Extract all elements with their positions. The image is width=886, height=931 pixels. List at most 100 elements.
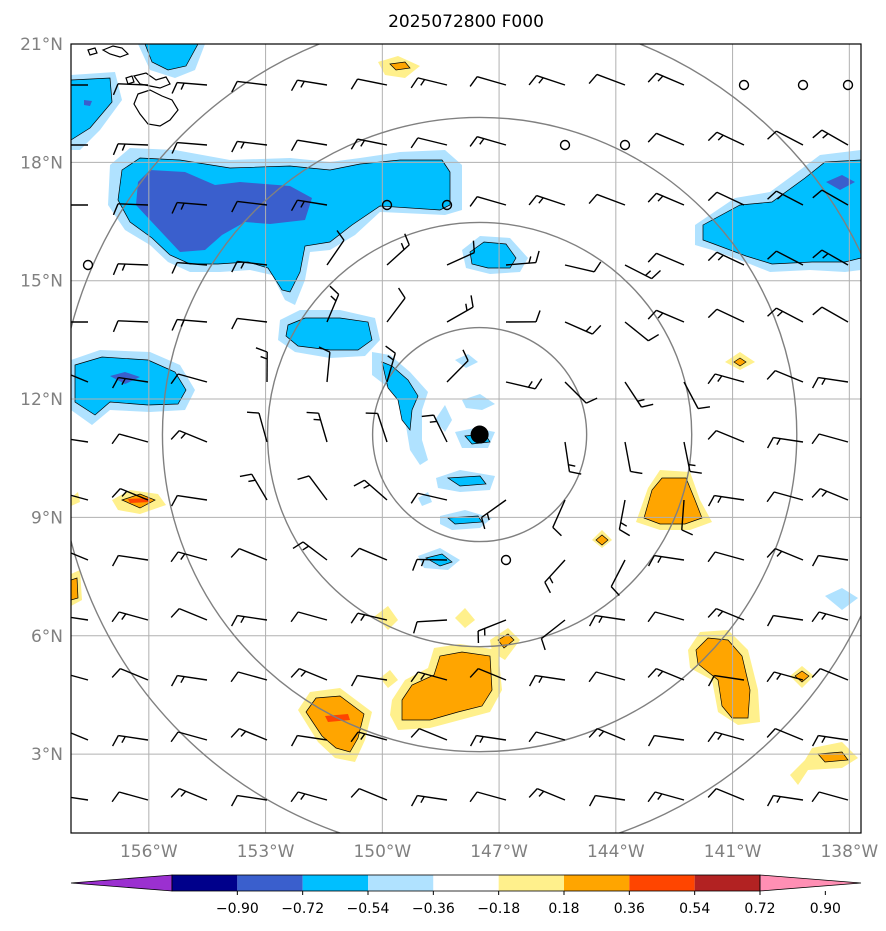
- anomaly-region-48: [455, 608, 475, 628]
- wind-barb-115: [292, 541, 328, 561]
- wind-barb-180: [811, 791, 849, 803]
- wind-barb-29: [112, 203, 149, 216]
- lon-label-4: 144°W: [587, 842, 645, 862]
- anomaly-region-40: [71, 577, 79, 601]
- anomaly-region-21: [462, 394, 495, 410]
- wind-barb-140: [111, 667, 149, 681]
- wind-barb-92: [624, 441, 643, 475]
- wind-barb-171: [290, 791, 328, 803]
- range-ring-1: [266, 221, 693, 648]
- colorbar-label-0: −0.90: [216, 901, 259, 917]
- wind-barb-148: [588, 671, 626, 683]
- wind-barb-67: [707, 308, 745, 323]
- wind-barb-84: [71, 438, 89, 443]
- wind-barb-166: [811, 734, 849, 747]
- colorbar-extend-low: [70, 874, 173, 892]
- colorbar-extend-high: [759, 874, 862, 892]
- wind-barb-38: [647, 192, 685, 206]
- wind-barb-119: [544, 559, 566, 594]
- wind-barb-19: [350, 138, 388, 150]
- wind-barb-80: [683, 381, 711, 410]
- wind-barb-81: [707, 373, 745, 385]
- wind-barb-97: [71, 494, 89, 501]
- wind-barb-69: [812, 306, 849, 323]
- wind-barb-25: [707, 131, 745, 146]
- latitude-tick-labels: 21°N 18°N 15°N 12°N 9°N 6°N 3°N: [20, 35, 63, 765]
- wind-barb-41: [812, 189, 849, 206]
- wind-barb-3: [231, 80, 268, 93]
- wind-barb-2: [171, 81, 208, 94]
- wind-barb-61: [386, 287, 406, 323]
- anomaly-region-22: [435, 405, 452, 432]
- wind-barb-117: [412, 558, 448, 571]
- wind-barb-50: [564, 261, 602, 273]
- wind-barb-22: [559, 139, 571, 151]
- colorbar-segment-6: [564, 875, 630, 891]
- colorbar-label-9: 0.90: [810, 901, 841, 917]
- lat-label-5: 6°N: [31, 627, 63, 647]
- wind-barb-106: [618, 499, 631, 537]
- wind-barb-146: [469, 667, 507, 681]
- anomaly-region-10: [826, 175, 855, 190]
- wind-barb-154: [111, 734, 149, 747]
- anomaly-region-7: [136, 170, 312, 252]
- wind-barb-173: [410, 794, 448, 807]
- lat-label-4: 9°N: [31, 508, 63, 528]
- colorbar-segment-0: [172, 875, 238, 891]
- wind-barb-164: [707, 731, 745, 743]
- anomaly-region-44: [595, 534, 609, 546]
- island-maui-molokai: [132, 72, 171, 89]
- anomaly-region-51: [380, 670, 398, 688]
- wind-barb-109: [766, 491, 804, 503]
- wind-barb-79: [624, 381, 654, 408]
- colorbar-label-8: 0.72: [744, 901, 775, 917]
- anomaly-region-53: [401, 651, 493, 721]
- anomaly-region-12: [469, 241, 517, 269]
- wind-barb-172: [350, 787, 388, 801]
- wind-barb-161: [528, 731, 566, 743]
- wind-barb-94: [707, 429, 745, 443]
- wind-barb-42: [82, 259, 94, 271]
- wind-barb-89: [365, 412, 388, 443]
- anomaly-region-29: [447, 515, 483, 525]
- wind-barb-156: [230, 727, 268, 741]
- wind-barb-139: [71, 674, 89, 681]
- lat-label-0: 21°N: [20, 35, 63, 55]
- wind-barb-167: [71, 796, 89, 801]
- wind-barb-26: [767, 130, 804, 146]
- range-ring-2: [161, 116, 798, 753]
- anomaly-region-16: [74, 356, 187, 416]
- colorbar-label-7: 0.54: [679, 901, 710, 917]
- lat-label-2: 15°N: [20, 272, 63, 292]
- lon-label-1: 153°W: [237, 842, 295, 862]
- wind-barb-102: [353, 479, 388, 501]
- wind-barb-56: [71, 321, 88, 323]
- colorbar-segment-7: [629, 875, 695, 891]
- wind-barb-34: [441, 199, 453, 211]
- anomaly-region-61: [790, 742, 858, 785]
- wind-barb-28: [71, 204, 88, 206]
- wind-barb-93: [683, 441, 702, 474]
- wind-barb-40: [767, 190, 804, 206]
- wind-barb-12: [797, 79, 809, 91]
- wind-barb-68: [767, 307, 804, 323]
- wind-barb-9: [588, 73, 626, 86]
- wind-barb-137: [766, 614, 804, 627]
- wind-barb-104: [480, 499, 507, 530]
- wind-barb-169: [170, 787, 208, 801]
- wind-barb-90: [421, 414, 448, 443]
- wind-barb-60: [326, 285, 340, 323]
- wind-barb-23: [619, 139, 631, 151]
- wind-barb-116: [350, 547, 388, 561]
- island-oahu-kauai: [101, 45, 130, 58]
- map-frame: [70, 43, 862, 834]
- wind-barb-49: [505, 250, 540, 266]
- wind-barb-5: [350, 78, 388, 90]
- anomaly-region-1: [71, 77, 113, 141]
- island-hawaii-big: [133, 89, 179, 127]
- lat-lon-grid: [71, 44, 861, 833]
- wind-barb-132: [477, 619, 507, 644]
- lat-label-3: 12°N: [20, 390, 63, 410]
- wind-barb-63: [505, 310, 541, 323]
- wind-barb-134: [588, 614, 626, 627]
